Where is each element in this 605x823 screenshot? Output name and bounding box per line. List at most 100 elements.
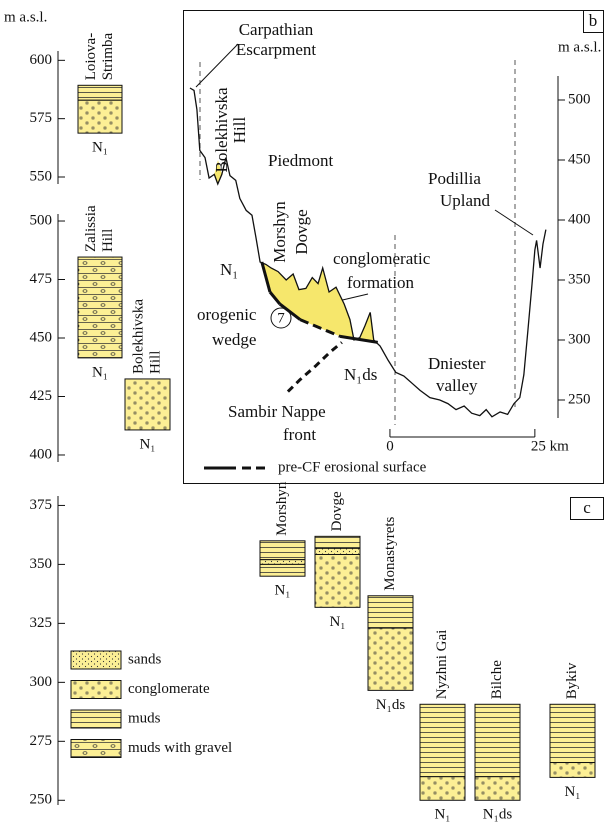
y-tick-label: 400 [568,211,591,227]
legend-label: muds [128,710,161,726]
layer [124,378,171,431]
column-name: Morshyn [274,481,290,536]
x-tick-label: 25 km [531,438,569,454]
annotation: Piedmont [268,151,333,170]
annotation: N₁ds [344,365,377,384]
erosional-surface [268,291,281,305]
layer [367,595,414,629]
annotation: Carpathian [239,20,314,39]
layer [474,703,521,778]
axis-label: m a.s.l. [558,39,601,55]
column-age: N₁ [434,807,450,823]
y-tick-label: 375 [30,497,53,513]
erosional-surface [278,302,302,321]
y-tick-label: 425 [30,388,53,404]
layer [77,99,123,134]
site-marker [270,307,292,329]
layer [314,535,361,549]
annotation: front [283,425,316,444]
y-tick-label: 475 [30,271,53,287]
column-age: N₁ [139,436,155,452]
annotation: Hill [230,117,249,144]
leader [494,209,534,236]
annotation: valley [436,376,478,395]
y-tick-label: 300 [568,331,591,347]
layer [419,776,466,801]
legend-label: muds with gravel [128,740,232,756]
y-tick-label: 550 [30,168,53,184]
column-name: Strimba [100,32,116,80]
legend-label: conglomerate [128,681,210,697]
panel-label: c [583,498,591,517]
layer [367,627,414,691]
y-tick-label: 575 [30,110,53,126]
legend-swatch [70,650,122,670]
column-name: Loiova- [83,33,99,80]
y-tick-label: 275 [30,733,53,749]
legend-swatch [70,709,122,729]
column-age: N₁ [92,364,108,380]
layer [77,256,123,359]
annotation: 7 [277,310,285,326]
y-tick-label: 300 [30,674,53,690]
annotation: Dovge [292,209,311,254]
layer [549,703,596,764]
layer [259,559,306,565]
layer [77,84,123,101]
layer [474,776,521,801]
column-name: Bolekhivska [130,299,146,374]
y-tick-label: 400 [30,446,53,462]
layer [314,547,361,555]
legend-swatch [70,739,122,758]
column-name: Hill [100,229,116,252]
y-tick-label: 600 [30,52,53,68]
y-tick-label: 450 [568,151,591,167]
column-age: N₁ [564,784,580,800]
annotation: Escarpment [236,40,317,59]
panel-label: b [589,11,598,30]
nappe-front [286,341,343,393]
panel-frame [183,10,604,484]
column-age: N₁ [92,140,108,156]
annotation: formation [347,273,415,292]
annotation: Morshyn [270,201,289,263]
column-name: Bilche [489,660,505,699]
column-age: N₁ [274,583,290,599]
layer [259,563,306,577]
annotation: N₁ [220,260,238,279]
annotation: conglomeratic [333,249,431,268]
annotation: Sambir Nappe [228,402,326,421]
erosional-surface [339,334,379,344]
layer [419,703,466,778]
annotation: Upland [440,191,491,210]
label-box [583,10,604,33]
erosional-surface [260,261,272,293]
annotation: Dniester [428,354,486,373]
y-tick-label: 500 [30,212,53,228]
leader [195,43,239,88]
layer [314,553,361,608]
annotation: orogenic [197,305,257,324]
label-box [570,497,604,520]
y-tick-label: 250 [568,391,591,407]
layer [549,762,596,778]
erosional-surface [299,318,341,338]
column-name: Bykiv [564,662,580,699]
y-tick-label: 350 [568,271,591,287]
panel-b: b m a.s.l. Carpathian Escarpment Bolekhi… [183,10,604,484]
x-tick-label: 0 [386,438,394,454]
column-name: Nyzhni Gai [434,630,450,700]
legend-label: pre-CF erosional surface [278,459,427,475]
y-tick-label: 450 [30,329,53,345]
annotation: wedge [212,330,256,349]
column-name: Dovge [329,491,345,531]
annotation: Bolekhivska [212,87,231,172]
legend-swatch [70,680,122,699]
layer [259,540,306,561]
legend-label: sands [128,651,161,667]
y-tick-label: 500 [568,91,591,107]
column-age: N₁ds [483,807,513,823]
annotation: Podillia [428,169,481,188]
